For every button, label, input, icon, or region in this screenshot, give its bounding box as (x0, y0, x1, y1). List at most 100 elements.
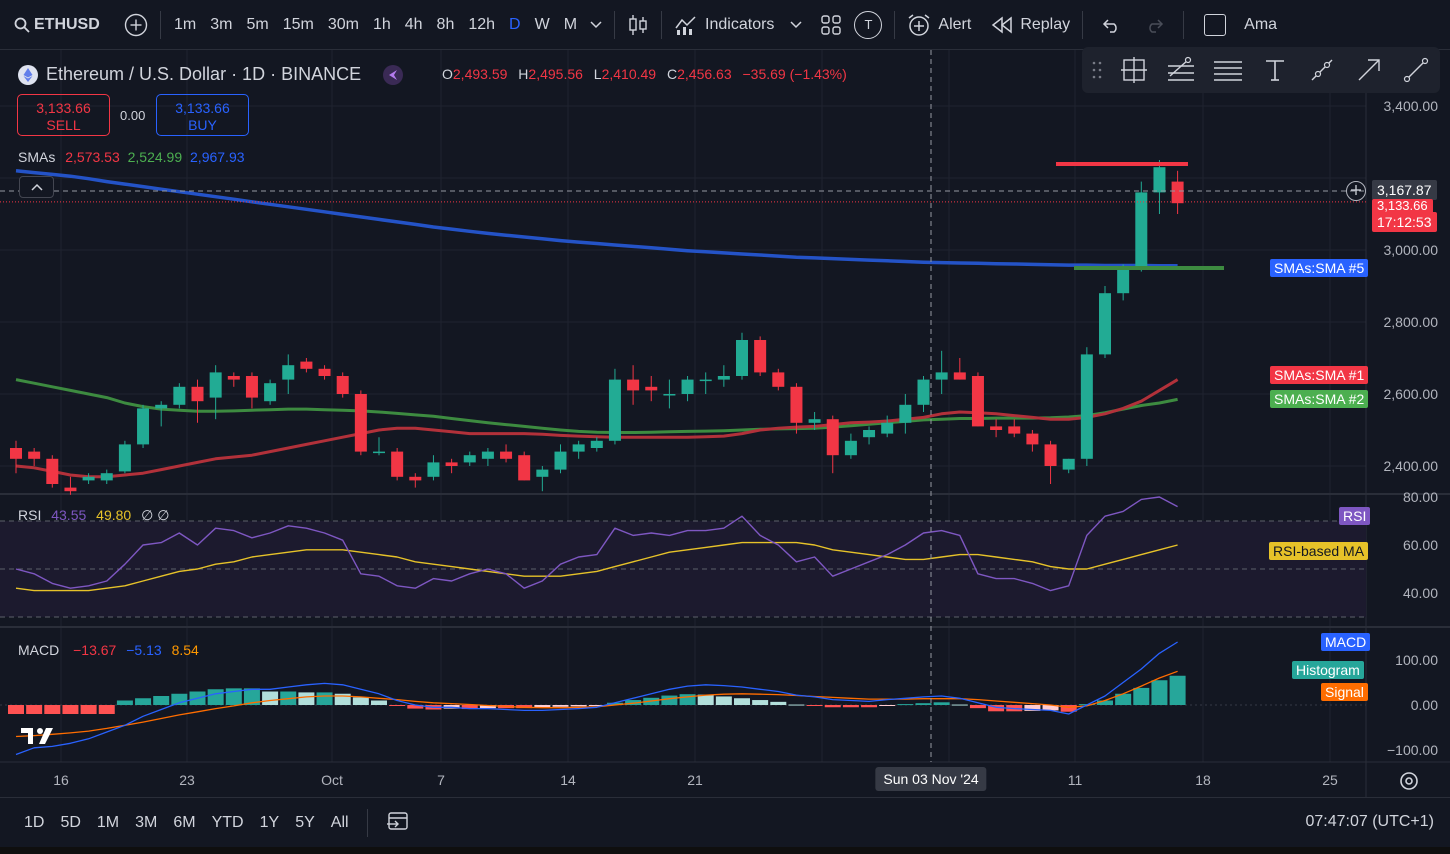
high-key: H (518, 66, 529, 82)
ohlc-values: O2,493.59 H2,495.56 L2,410.49 C2,456.63 … (442, 66, 854, 82)
interval-M[interactable]: M (563, 15, 578, 33)
rsi-line (15, 496, 1178, 592)
candle (899, 394, 912, 434)
sma-legend[interactable]: SMAs 2,573.53 2,524.99 2,967.93 (18, 149, 245, 165)
range-5y[interactable]: 5Y (295, 813, 315, 831)
divider (894, 10, 896, 39)
range-1y[interactable]: 1Y (259, 813, 280, 831)
candle-body (1117, 268, 1130, 294)
replay-label: Replay (1020, 15, 1071, 33)
time-axis-label: 23 (179, 772, 195, 788)
trendline-levels-tool[interactable] (1157, 47, 1204, 93)
range-all[interactable]: All (330, 813, 349, 831)
low-value: 2,410.49 (601, 66, 657, 82)
redo-button[interactable] (1133, 0, 1177, 50)
interval-dropdown[interactable] (584, 0, 608, 50)
range-5d[interactable]: 5D (60, 813, 81, 831)
range-1m[interactable]: 1M (96, 813, 120, 831)
tradingview-logo-icon[interactable] (20, 724, 60, 751)
symbol-legend[interactable]: Ethereum / U.S. Dollar · 1D · BINANCE (18, 64, 404, 85)
candle-body (118, 444, 131, 472)
candle (1080, 347, 1093, 466)
chart-settings-button[interactable] (1398, 770, 1420, 795)
date-range-button[interactable] (374, 809, 410, 836)
candle (155, 401, 168, 427)
chart-canvas[interactable] (0, 50, 1450, 797)
candle (1135, 181, 1148, 272)
rsi-ma-line (15, 541, 1178, 592)
range-6m[interactable]: 6M (173, 813, 196, 831)
interval-5m[interactable]: 5m (246, 15, 269, 33)
add-price-line-button[interactable] (1346, 181, 1366, 201)
ray-tool[interactable] (1392, 47, 1439, 93)
sell-button[interactable]: 3,133.66 SELL (17, 94, 110, 136)
buy-button[interactable]: 3,133.66 BUY (156, 94, 249, 136)
candle (10, 440, 22, 474)
undo-button[interactable] (1089, 0, 1133, 50)
candle (1117, 264, 1130, 301)
macd-legend[interactable]: MACD −13.67 −5.13 8.54 (18, 642, 199, 658)
candle (82, 473, 95, 484)
interval-8h[interactable]: 8h (436, 15, 455, 33)
candle-body (46, 458, 59, 484)
candle-body (990, 426, 1003, 430)
macd-histogram-bar (606, 702, 623, 705)
layout-name-button[interactable]: Ama (1190, 0, 1283, 50)
candle-body (391, 451, 404, 477)
clock-timezone[interactable]: 07:47:07 (UTC+1) (1305, 813, 1434, 830)
candle (245, 372, 258, 409)
rsi-legend[interactable]: RSI 43.55 49.80 ∅ ∅ (18, 507, 169, 524)
text-tool[interactable] (1251, 47, 1298, 93)
candle-body (354, 394, 367, 452)
rsi-tag: RSI (1339, 507, 1371, 525)
interval-4h[interactable]: 4h (404, 15, 423, 33)
trendline-tool[interactable] (1298, 47, 1345, 93)
crosshair-tool[interactable] (1110, 47, 1157, 93)
candle-body (1080, 354, 1093, 459)
macd-histogram-bar (842, 705, 859, 708)
collapse-legend-button[interactable] (19, 176, 54, 198)
candle (427, 455, 440, 481)
candle-body (844, 440, 857, 456)
candle (681, 376, 694, 402)
interval-D[interactable]: D (509, 15, 521, 33)
drag-handle-icon[interactable] (1092, 60, 1102, 80)
replay-button[interactable]: Replay (985, 0, 1076, 50)
interval-3m[interactable]: 3m (210, 15, 233, 33)
macd-histogram-bar (1133, 687, 1150, 705)
candle-body (1044, 444, 1057, 466)
chart-area[interactable] (0, 50, 1450, 797)
range-3m[interactable]: 3M (135, 813, 158, 831)
range-ytd[interactable]: YTD (211, 813, 244, 831)
symbol-search[interactable]: ETHUSD (0, 0, 118, 50)
interval-12h[interactable]: 12h (468, 15, 496, 33)
layouts-button[interactable] (814, 0, 848, 50)
compare-button[interactable] (118, 0, 154, 50)
templates-button[interactable]: T (848, 0, 888, 50)
macd-histogram-bar (734, 698, 750, 705)
indicators-dropdown[interactable] (784, 0, 808, 50)
candle-body (863, 430, 876, 438)
horizontal-lines-tool[interactable] (1204, 47, 1251, 93)
interval-W[interactable]: W (534, 15, 550, 33)
chart-type-button[interactable] (621, 0, 655, 50)
candle (64, 476, 77, 495)
square-icon (1204, 13, 1227, 36)
interval-1m[interactable]: 1m (174, 15, 197, 33)
interval-15m[interactable]: 15m (282, 15, 314, 33)
candle-body (1153, 167, 1166, 193)
macd-histogram-bar (371, 700, 387, 705)
chevron-up-icon (30, 183, 43, 191)
macd-histogram-bar (516, 705, 533, 709)
candle (191, 379, 204, 423)
price-axis-label: 3,400.00 (1383, 98, 1439, 114)
sma1-value: 2,573.53 (65, 149, 120, 165)
macd-histogram-bar (933, 702, 950, 705)
interval-1h[interactable]: 1h (372, 15, 391, 33)
sma1-tag: SMAs:SMA #1 (1270, 366, 1369, 384)
alert-button[interactable]: Alert (901, 0, 977, 50)
range-1d[interactable]: 1D (24, 813, 45, 831)
indicators-button[interactable]: Indicators (668, 0, 780, 50)
interval-30m[interactable]: 30m (327, 15, 359, 33)
arrow-tool[interactable] (1345, 47, 1392, 93)
